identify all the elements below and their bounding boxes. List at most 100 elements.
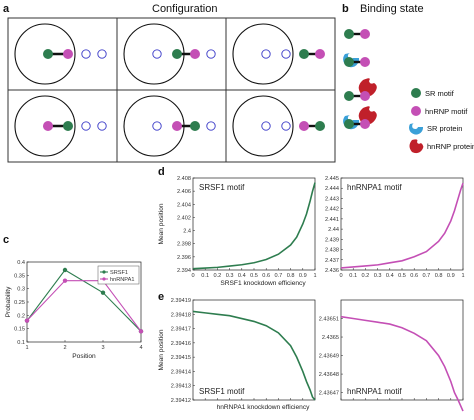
empty-site (81, 49, 91, 59)
y-tick-label: 2.443 (325, 196, 339, 202)
sr-motif-dot (344, 29, 354, 39)
motif-inner-label: SRSF1 motif (199, 183, 245, 192)
x-tick-label: 1 (313, 273, 316, 279)
motif-dot (315, 49, 325, 59)
series-line (340, 182, 464, 269)
y-tick-label: 2.43647 (319, 391, 339, 397)
x-tick-label: 0.7 (423, 273, 431, 279)
y-tick-label: 2.39415 (171, 355, 191, 361)
legend-hnrnp-motif: hnRNP motif (425, 107, 468, 116)
y-tick-label: 0.15 (14, 327, 25, 333)
configuration-title: Configuration (152, 3, 217, 15)
data-point (62, 267, 68, 273)
plot-area (192, 299, 316, 401)
empty-site (206, 49, 216, 59)
series-line (192, 310, 316, 401)
y-tick-label: 2.438 (325, 248, 339, 254)
sr-motif-dot (344, 57, 354, 67)
x-axis-label: SRSF1 knockdown efficiency (220, 280, 306, 287)
y-tick-label: 2.39414 (171, 369, 191, 375)
hnrnp-motif-dot (360, 57, 370, 67)
empty-site (97, 49, 107, 59)
y-tick-label: 2.444 (325, 186, 339, 192)
empty-site (152, 49, 162, 59)
y-tick-label: 2.43651 (319, 317, 339, 323)
y-tick-label: 0.25 (14, 300, 25, 306)
y-tick-label: 0.3 (17, 287, 25, 293)
y-tick-label: 0.4 (17, 260, 25, 266)
data-point (62, 278, 68, 283)
motif-dot (299, 49, 309, 59)
x-tick-label: 0.5 (250, 273, 258, 279)
nucleus-circle (14, 23, 76, 85)
panel-letter-e: e (158, 291, 164, 303)
x-axis-label: hnRNPA1 knockdown efficiency (217, 404, 311, 411)
empty-site (152, 121, 162, 131)
legend-label: SRSF1 (110, 270, 128, 276)
empty-site (81, 121, 91, 131)
binding-states (343, 29, 377, 130)
y-tick-label: 2.408 (177, 176, 191, 182)
panel-letter-c: c (3, 234, 9, 246)
hnrnp-motif-dot (360, 29, 370, 39)
data-point (24, 318, 30, 323)
x-tick-label: 0.7 (275, 273, 283, 279)
hnrnp-motif-dot (360, 91, 370, 101)
y-tick-label: 2.43648 (319, 372, 339, 378)
y-tick-label: 2.43649 (319, 354, 339, 360)
y-tick-label: 2.4365 (322, 335, 339, 341)
x-tick-label: 0.5 (398, 273, 406, 279)
y-tick-label: 0.2 (17, 313, 25, 319)
x-tick-label: 0.2 (214, 273, 222, 279)
empty-site (97, 121, 107, 131)
plot-area (340, 299, 464, 401)
x-tick-label: 4 (139, 345, 142, 351)
x-axis-label: Position (72, 353, 96, 360)
y-axis-label: Mean position (158, 329, 165, 370)
nucleus-circle (232, 95, 294, 157)
y-tick-label: 2.39419 (171, 298, 191, 304)
motif-dot (190, 49, 200, 59)
x-tick-label: 0.8 (435, 273, 443, 279)
chart-d-srsf1-motif: 2.394 2.396 2.398 2.4 2.402 2.404 2.406 2.408 0 0… (158, 176, 317, 287)
sr-protein-swatch (409, 123, 424, 135)
series-line (26, 280, 142, 332)
motif-dot (190, 121, 200, 131)
x-tick-label: 2 (63, 345, 66, 351)
hnrnp-motif-swatch (411, 106, 421, 116)
chart-e-srsf1-motif: 2.39412 2.39413 2.39414 2.39415 2.39416 2.394… (158, 298, 316, 411)
series-line (26, 269, 142, 332)
x-tick-label: 0.2 (362, 273, 370, 279)
plot-area (192, 177, 316, 271)
binding-state-title: Binding state (360, 3, 424, 15)
y-axis-label: Mean position (158, 203, 165, 244)
legend-hnrnp-protein: hnRNP protein (427, 142, 474, 151)
chart-e-hnrnpa1-motif: 2.43647 2.43648 2.43649 2.4365 2.43651 hnRNPA… (319, 299, 464, 412)
empty-site (261, 121, 271, 131)
nucleus-circle (14, 95, 76, 157)
y-tick-label: 2.436 (325, 268, 339, 274)
data-point (138, 329, 144, 334)
data-point (100, 290, 106, 295)
x-tick-label: 0.1 (201, 273, 209, 279)
binding-legend: SR motif hnRNP motif SR protein hnRNP pr… (409, 88, 474, 154)
x-tick-label: 0.4 (386, 273, 394, 279)
sr-motif-dot (344, 119, 354, 129)
motif-dot (63, 49, 73, 59)
panel-letter-b: b (342, 3, 349, 15)
legend-marker (102, 277, 106, 281)
motif-dot (172, 49, 182, 59)
y-tick-label: 2.445 (325, 176, 339, 182)
x-tick-label: 0 (191, 273, 194, 279)
legend-box (97, 265, 140, 285)
chart-position-probability: 0.1 0.15 0.2 0.25 0.3 0.35 0.4 1 2 3 4 Probability P… (5, 260, 144, 360)
y-tick-label: 2.442 (325, 207, 339, 213)
y-tick-label: 2.439 (325, 237, 339, 243)
x-tick-label: 3 (101, 345, 104, 351)
y-tick-label: 2.39412 (171, 398, 191, 404)
empty-site (206, 121, 216, 131)
y-axis-label: Probability (5, 286, 12, 317)
series-line (340, 315, 464, 412)
chart-d-hnrnpa1-motif: 2.436 2.437 2.438 2.439 2.44 2.441 2.442 2.443 2… (325, 176, 465, 279)
